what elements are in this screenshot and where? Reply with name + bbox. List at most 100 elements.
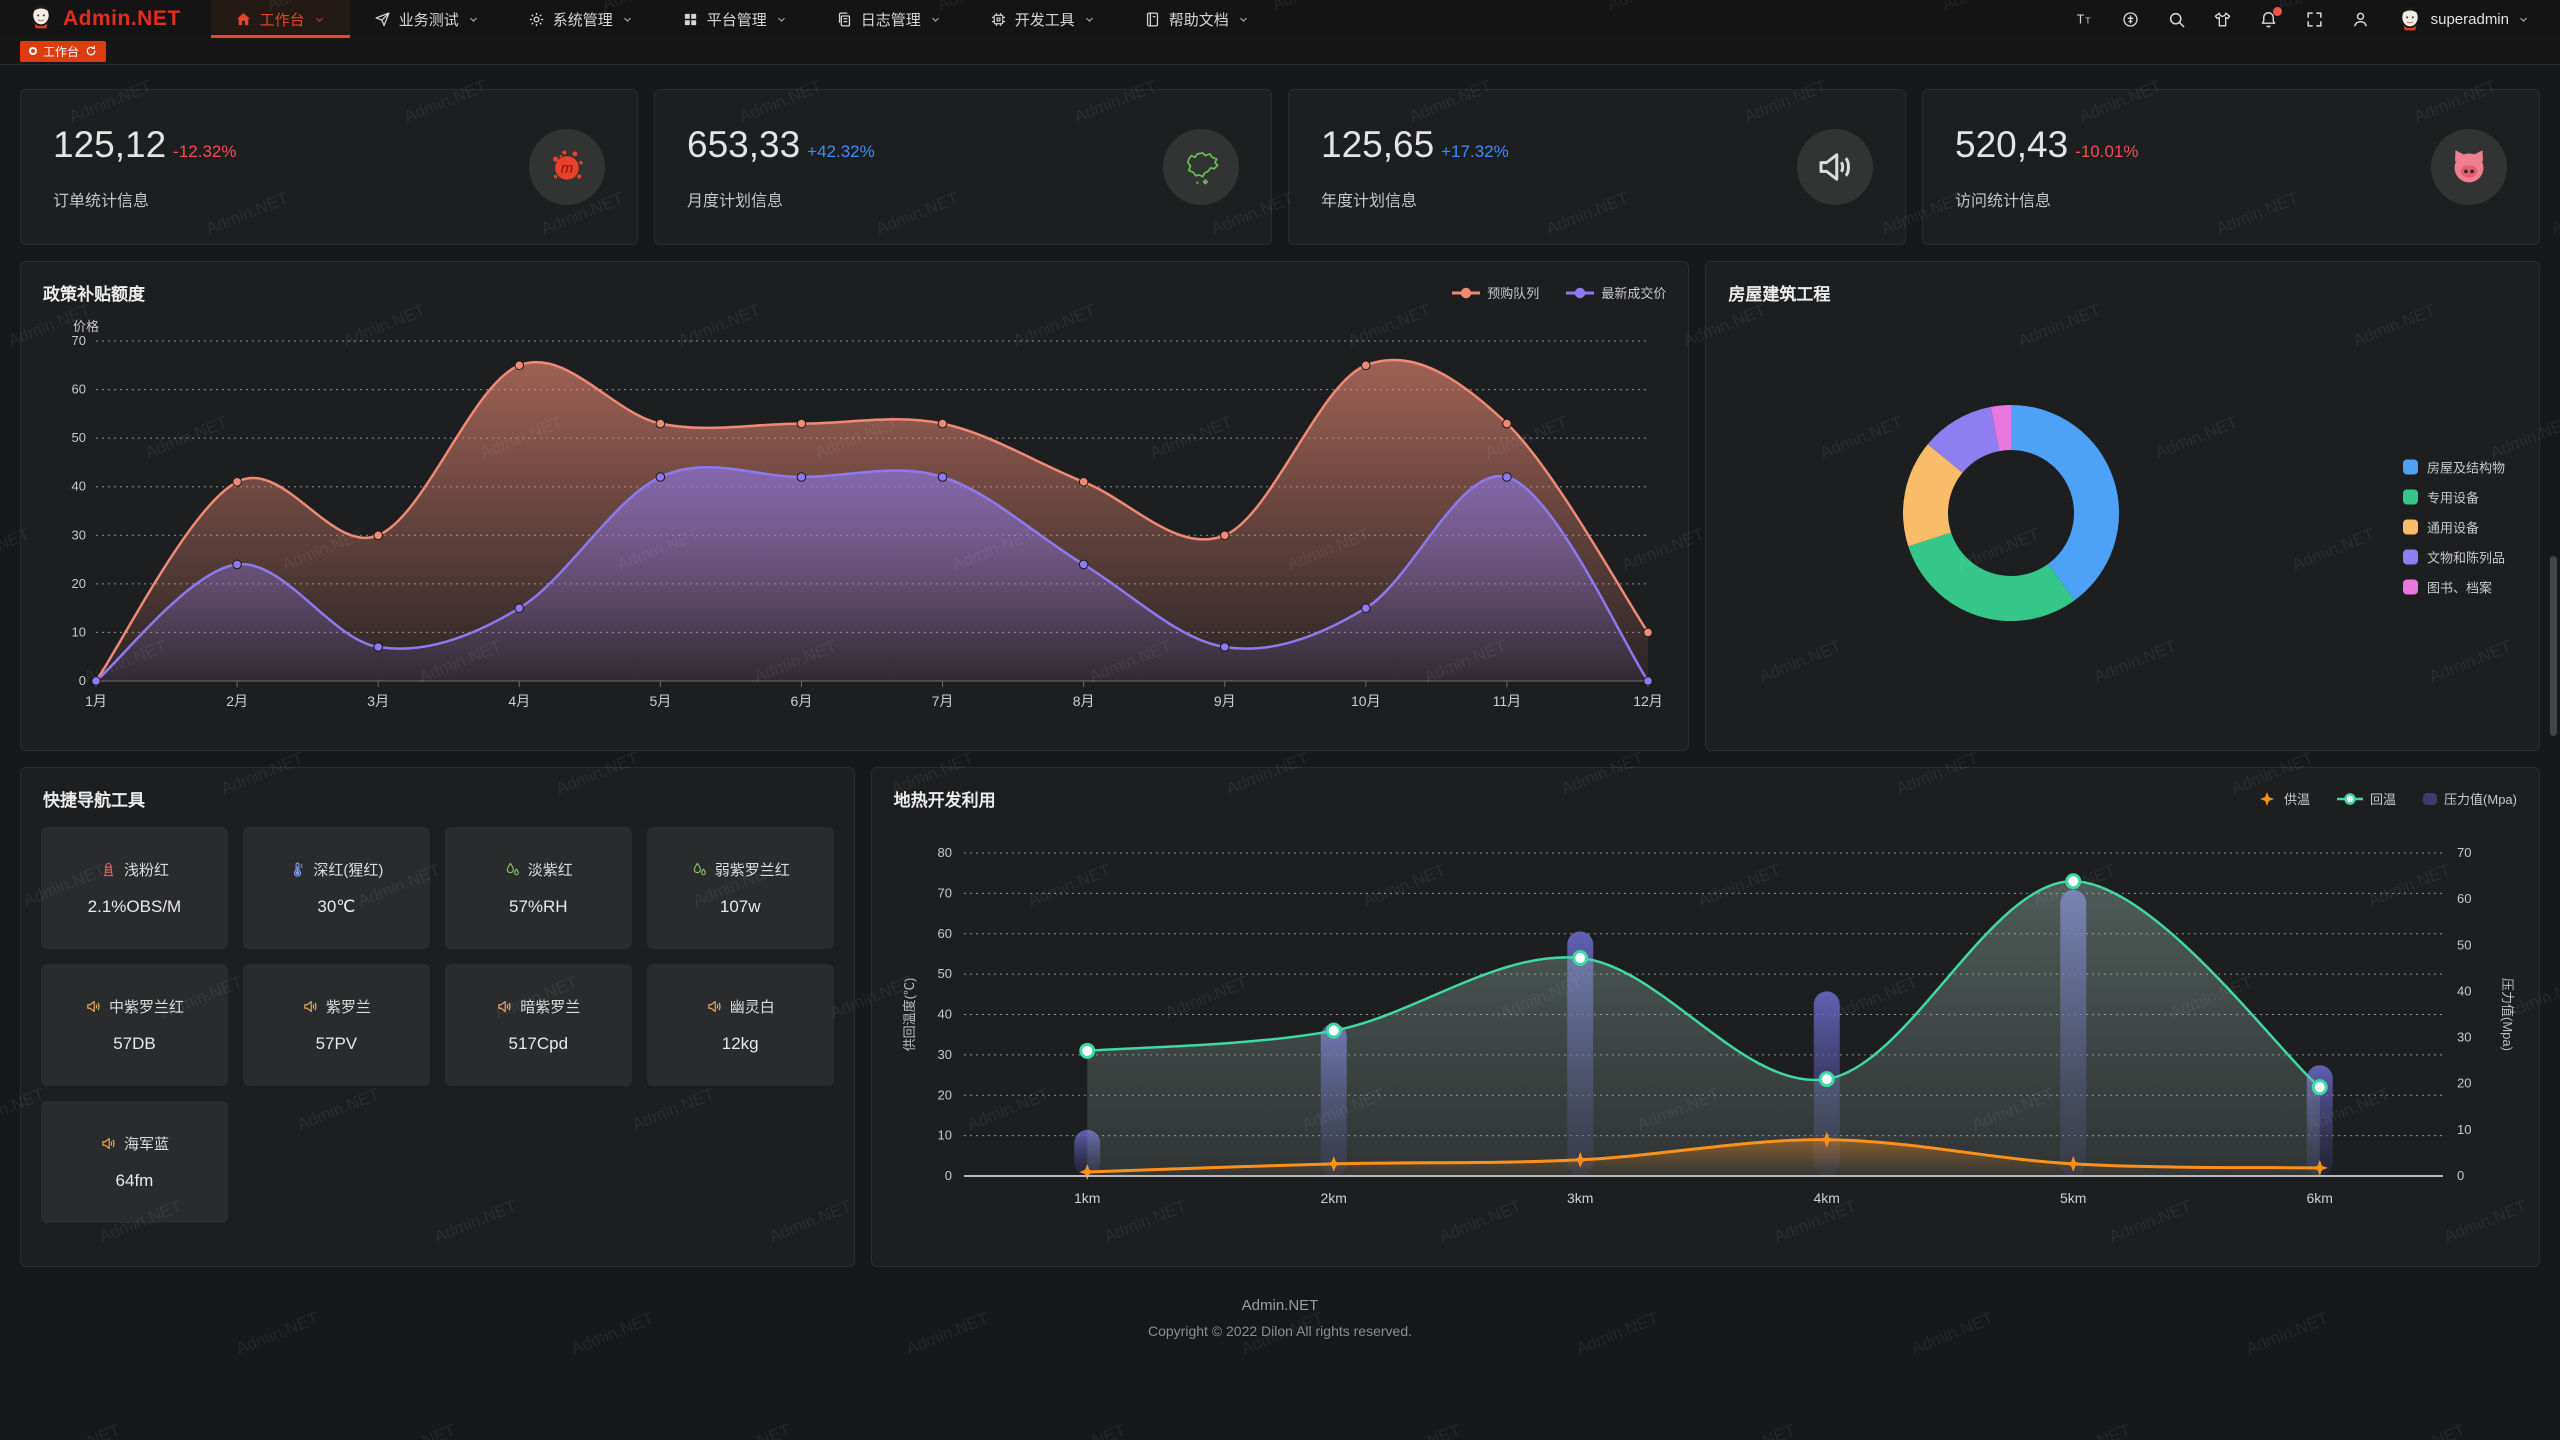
app-logo[interactable]: Admin.NET xyxy=(0,0,211,38)
quicknav-item[interactable]: 紫罗兰 57PV xyxy=(242,964,430,1086)
language-icon[interactable] xyxy=(2121,10,2140,29)
legend-item[interactable]: 专用设备 xyxy=(2402,487,2505,506)
quicknav-value: 12kg xyxy=(721,1034,759,1053)
svg-text:11月: 11月 xyxy=(1493,693,1522,709)
svg-text:40: 40 xyxy=(72,479,86,494)
chevron-down-icon xyxy=(1237,13,1250,26)
legend-label: 通用设备 xyxy=(2426,520,2479,535)
send-icon xyxy=(374,11,391,28)
user-avatar xyxy=(2397,6,2423,32)
cpu-icon xyxy=(990,11,1007,28)
quicknav-name: 暗紫罗兰 xyxy=(520,999,581,1016)
stat-value: 125,65 xyxy=(1321,123,1435,165)
svg-text:1km: 1km xyxy=(1074,1190,1100,1206)
menu-item-send[interactable]: 业务测试 xyxy=(350,0,504,38)
legend-item[interactable]: 压力值(Mpa) xyxy=(2422,789,2517,808)
geothermal-card: 地热开发利用 供温 回温 压力值(Mpa) 0 10 20 30 40 50 60 70 80 0 10… xyxy=(870,767,2540,1267)
quicknav-name: 海军蓝 xyxy=(123,1136,169,1153)
legend-label: 专用设备 xyxy=(2426,490,2479,505)
content: 125,12 -12.32% 订单统计信息 m 653,33 +42.32% 月度计… xyxy=(0,65,2560,1355)
username: superadmin xyxy=(2430,10,2509,28)
legend-item[interactable]: 房屋及结构物 xyxy=(2402,457,2505,476)
svg-text:40: 40 xyxy=(937,1007,951,1022)
grid-icon xyxy=(682,11,699,28)
menu-item-chip[interactable]: 开发工具 xyxy=(966,0,1120,38)
quicknav-item[interactable]: 浅粉红 2.1%OBS/M xyxy=(41,827,228,949)
meetup-splat-icon: m xyxy=(529,129,605,205)
menu-item-gear[interactable]: 系统管理 xyxy=(504,0,658,38)
gear-icon xyxy=(528,11,545,28)
svg-text:m: m xyxy=(561,161,573,177)
legend-item[interactable]: 供温 xyxy=(2256,789,2310,808)
stat-label: 订单统计信息 xyxy=(53,192,150,210)
notification-icon[interactable] xyxy=(2259,6,2282,29)
svg-text:4月: 4月 xyxy=(508,693,530,709)
svg-text:供回温度(℃): 供回温度(℃) xyxy=(902,978,917,1052)
svg-text:0: 0 xyxy=(2457,1168,2464,1183)
svg-text:70: 70 xyxy=(937,885,951,900)
legend-item[interactable]: 通用设备 xyxy=(2402,517,2505,536)
svg-text:80: 80 xyxy=(937,845,951,860)
svg-text:40: 40 xyxy=(2457,983,2471,998)
svg-text:10: 10 xyxy=(2457,1122,2471,1137)
menu-item-grid[interactable]: 平台管理 xyxy=(658,0,812,38)
fullscreen-icon[interactable] xyxy=(2305,10,2324,29)
svg-text:8月: 8月 xyxy=(1073,693,1095,709)
logo-mask-icon xyxy=(28,4,54,35)
legend-item[interactable]: 预购队列 xyxy=(1451,283,1539,302)
refresh-icon[interactable] xyxy=(85,45,97,57)
quicknav-item[interactable]: 海军蓝 64fm xyxy=(41,1101,228,1223)
svg-text:50: 50 xyxy=(72,430,86,445)
stat-delta: +42.32% xyxy=(807,141,875,161)
legend-label: 最新成交价 xyxy=(1601,286,1667,301)
quicknav-item[interactable]: 弱紫罗兰红 107w xyxy=(646,827,834,949)
quicknav-name: 淡紫红 xyxy=(527,862,573,879)
svg-text:3月: 3月 xyxy=(367,693,389,709)
legend-item[interactable]: 文物和陈列品 xyxy=(2402,547,2505,566)
legend-item[interactable]: 最新成交价 xyxy=(1565,283,1666,302)
quicknav-grid: 浅粉红 2.1%OBS/M 深红(猩红) 30℃ 淡紫红 57%RH 弱紫罗兰红 10… xyxy=(21,817,854,1233)
footer-copyright: Copyright © 2022 Dilon All rights reserv… xyxy=(1148,1323,1412,1339)
building-donut-legend: 房屋及结构物 专用设备通用设备文物和陈列品 图书、档案 xyxy=(2402,457,2505,596)
tab-workbench[interactable]: 工作台 xyxy=(20,40,107,62)
quicknav-item[interactable]: 暗紫罗兰 517Cpd xyxy=(444,964,632,1086)
menu-item-book[interactable]: 帮助文档 xyxy=(1120,0,1274,38)
quicknav-item[interactable]: 淡紫红 57%RH xyxy=(444,827,632,949)
legend-item[interactable]: 回温 xyxy=(2336,789,2396,808)
quicknav-value: 57%RH xyxy=(508,897,568,916)
stat-card: 125,12 -12.32% 订单统计信息 m xyxy=(20,89,638,245)
notification-badge xyxy=(2272,6,2282,16)
quicknav-item[interactable]: 中紫罗兰红 57DB xyxy=(41,964,228,1086)
pig-icon xyxy=(2431,129,2507,205)
menu-item-docs[interactable]: 日志管理 xyxy=(812,0,966,38)
svg-text:价格: 价格 xyxy=(73,319,99,334)
menu-item-home[interactable]: 工作台 xyxy=(210,0,350,38)
humidity-icon xyxy=(691,861,708,878)
charts-row-1: 政策补贴额度 预购队列 最新成交价 0 10 20 30 40 50 60 70 价格 1月 2月 3月… xyxy=(20,261,2540,751)
legend-item[interactable]: 图书、档案 xyxy=(2402,577,2505,596)
svg-text:10: 10 xyxy=(72,624,86,639)
chevron-down-icon xyxy=(775,13,788,26)
menu-label: 日志管理 xyxy=(860,11,921,29)
stat-delta: +17.32% xyxy=(1441,141,1509,161)
geothermal-legend: 供温 回温 压力值(Mpa) xyxy=(2256,789,2517,808)
profile-icon[interactable] xyxy=(2351,10,2370,29)
menu-label: 系统管理 xyxy=(552,11,613,29)
quicknav-item[interactable]: 深红(猩红) 30℃ xyxy=(242,827,430,949)
user-menu[interactable]: superadmin xyxy=(2397,6,2530,32)
search-icon[interactable] xyxy=(2167,10,2186,29)
legend-label: 房屋及结构物 xyxy=(2426,460,2505,475)
chevron-down-icon xyxy=(929,13,942,26)
svg-text:0: 0 xyxy=(944,1168,951,1183)
svg-text:6km: 6km xyxy=(2306,1190,2332,1206)
geothermal-title: 地热开发利用 xyxy=(893,791,996,810)
scrollbar-thumb[interactable] xyxy=(2550,556,2557,736)
svg-text:30: 30 xyxy=(72,527,86,542)
footer: Admin.NET Copyright © 2022 Dilon All rig… xyxy=(20,1297,2540,1355)
theme-icon[interactable] xyxy=(2213,10,2232,29)
quicknav-value: 107w xyxy=(719,897,761,916)
legend-swatch xyxy=(2402,489,2418,504)
quicknav-item[interactable]: 幽灵白 12kg xyxy=(646,964,834,1086)
